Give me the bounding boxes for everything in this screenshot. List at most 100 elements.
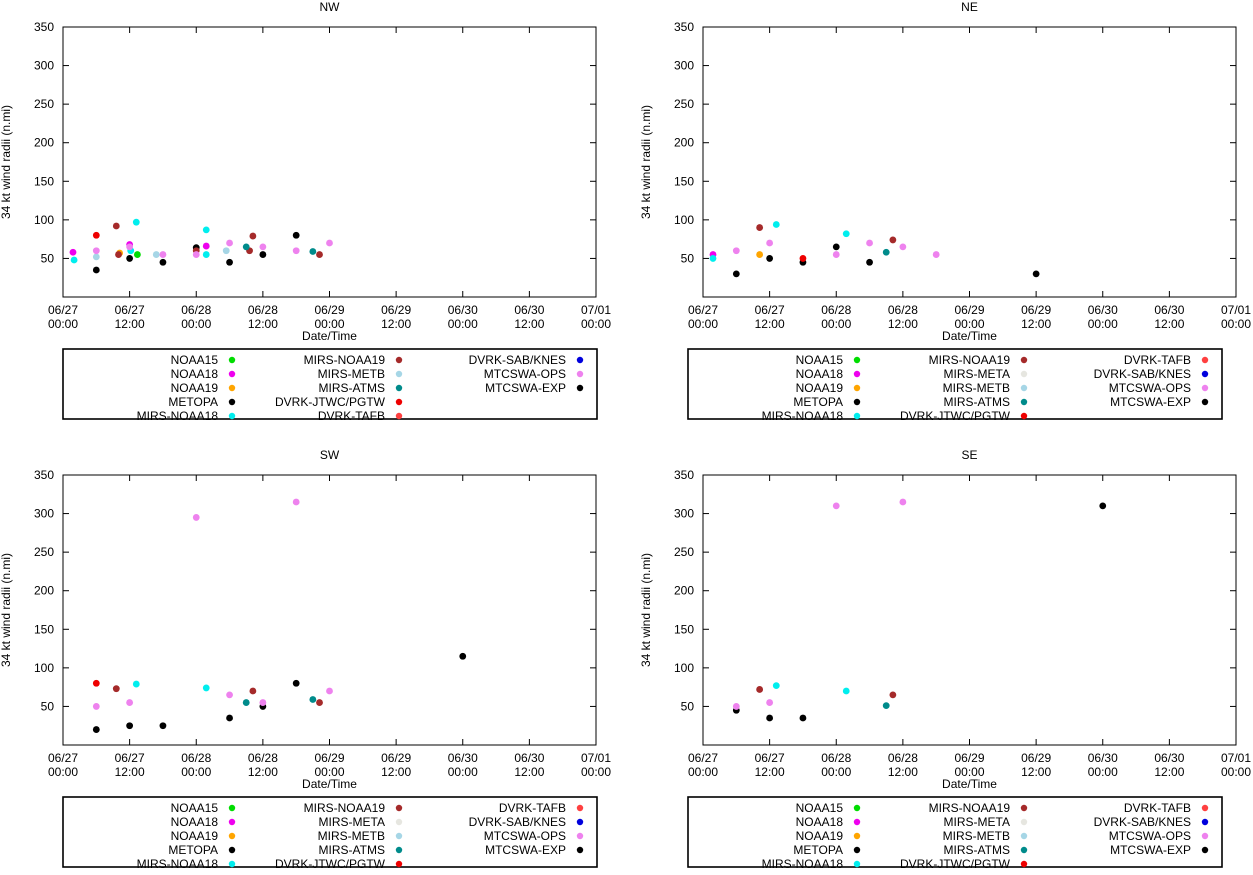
legend-label-mirs-metb: MIRS-METB: [943, 829, 1010, 843]
legend-marker-mtcswa-exp: [576, 846, 584, 854]
legend-label-metopa: METOPA: [793, 843, 843, 857]
x-tick-time: 00:00: [48, 317, 78, 331]
x-tick-time: 00:00: [581, 317, 611, 331]
x-tick-date: 06/30: [1088, 303, 1118, 317]
legend-label-metopa: METOPA: [168, 843, 218, 857]
point-metopa: [732, 270, 740, 278]
x-tick-time: 12:00: [115, 317, 145, 331]
legend-marker-mirs-noaa18: [853, 412, 861, 420]
x-tick-time: 12:00: [1154, 765, 1184, 779]
x-tick-time: 00:00: [821, 317, 851, 331]
point-mirs-noaa18: [132, 218, 140, 226]
x-tick-date: 06/27: [115, 751, 145, 765]
point-metopa: [126, 722, 134, 730]
legend-label-dvrk-sab-knes: DVRK-SAB/KNES: [1094, 367, 1191, 381]
legend-label-mirs-noaa19: MIRS-NOAA19: [304, 353, 386, 367]
point-metopa: [159, 258, 167, 266]
point-mirs-noaa19: [112, 685, 120, 693]
x-tick-date: 06/28: [888, 751, 918, 765]
x-tick-date: 06/28: [888, 303, 918, 317]
legend-marker-mirs-meta: [1020, 818, 1028, 826]
x-tick-date: 06/29: [954, 303, 984, 317]
x-tick-time: 00:00: [1088, 765, 1118, 779]
legend-label-dvrk-jtwc-pgtw: DVRK-JTWC/PGTW: [900, 857, 1011, 870]
legend-marker-mirs-metb: [1020, 832, 1028, 840]
legend-label-mirs-noaa19: MIRS-NOAA19: [304, 801, 386, 815]
legend-label-mtcswa-exp: MTCSWA-EXP: [485, 843, 566, 857]
legend-label-noaa18: NOAA18: [796, 367, 844, 381]
point-mtcswa-ops: [126, 699, 134, 706]
point-mirs-metb: [92, 253, 100, 261]
point-mirs-noaa18: [202, 251, 210, 258]
x-tick-time: 00:00: [181, 765, 211, 779]
legend-label-mtcswa-ops: MTCSWA-OPS: [484, 829, 566, 843]
point-mirs-noaa18: [70, 256, 78, 264]
point-mirs-atms: [242, 699, 250, 706]
legend-marker-dvrk-sab-knes: [1201, 818, 1209, 826]
x-tick-date: 06/30: [448, 751, 478, 765]
y-tick-label: 150: [34, 174, 54, 188]
x-tick-time: 00:00: [954, 765, 984, 779]
legend-marker-mirs-noaa19: [395, 804, 403, 812]
point-mtcswa-ops: [766, 699, 774, 706]
point-metopa: [259, 251, 267, 258]
point-mtcswa-ops: [326, 239, 333, 247]
y-tick-label: 350: [674, 20, 694, 34]
x-tick-time: 12:00: [755, 317, 785, 331]
y-tick-label: 100: [674, 661, 694, 675]
legend-marker-mirs-noaa18: [228, 412, 236, 420]
legend-marker-mtcswa-ops: [576, 832, 584, 840]
y-tick-label: 200: [34, 584, 54, 598]
legend-label-mtcswa-ops: MTCSWA-OPS: [1109, 829, 1191, 843]
point-mirs-noaa19: [316, 251, 323, 258]
point-mirs-atms: [882, 248, 890, 256]
point-mtcswa-ops: [932, 251, 940, 258]
x-tick-time: 00:00: [1221, 765, 1251, 779]
y-tick-label: 300: [674, 507, 694, 521]
x-axis-label: Date/Time: [302, 329, 357, 343]
point-mirs-noaa18: [202, 226, 210, 234]
legend-marker-noaa19: [228, 384, 236, 392]
x-tick-date: 06/30: [514, 303, 544, 317]
x-axis-label: Date/Time: [942, 329, 997, 343]
legend-marker-dvrk-sab-knes: [576, 356, 584, 364]
y-tick-label: 100: [34, 661, 54, 675]
x-tick-date: 06/29: [954, 751, 984, 765]
point-noaa15: [133, 251, 141, 258]
legend-marker-dvrk-tafb: [395, 412, 403, 420]
legend-label-metopa: METOPA: [793, 395, 843, 409]
y-tick-label: 150: [34, 622, 54, 636]
point-mtcswa-ops: [226, 239, 233, 247]
point-mirs-noaa19: [112, 222, 120, 230]
y-tick-label: 150: [674, 622, 694, 636]
y-tick-label: 50: [681, 699, 695, 713]
point-metopa: [799, 714, 807, 722]
plot-frame: [702, 26, 1237, 298]
x-tick-time: 12:00: [381, 765, 411, 779]
y-tick-label: 300: [34, 507, 54, 521]
point-metopa: [766, 255, 774, 262]
x-tick-time: 00:00: [688, 317, 718, 331]
x-axis-label: Date/Time: [302, 777, 357, 791]
x-tick-date: 06/29: [381, 303, 411, 317]
x-tick-date: 06/30: [1154, 303, 1184, 317]
legend-label-dvrk-sab-knes: DVRK-SAB/KNES: [1094, 815, 1191, 829]
panel-title: NE: [961, 0, 978, 14]
x-tick-date: 06/30: [1154, 751, 1184, 765]
plot-frame: [62, 26, 597, 298]
y-axis-label: 34 kt wind radii (n.mi): [639, 105, 653, 219]
x-tick-date: 06/29: [1021, 751, 1051, 765]
x-tick-time: 12:00: [1021, 317, 1051, 331]
legend-marker-metopa: [228, 846, 236, 854]
legend-marker-noaa19: [853, 384, 861, 392]
x-tick-date: 06/29: [1021, 303, 1051, 317]
y-tick-label: 50: [681, 251, 695, 265]
legend-label-noaa18: NOAA18: [796, 815, 844, 829]
legend-label-mirs-metb: MIRS-METB: [318, 367, 385, 381]
y-tick-label: 350: [34, 20, 54, 34]
legend-marker-dvrk-sab-knes: [1201, 370, 1209, 378]
x-tick-date: 07/01: [581, 303, 611, 317]
legend-label-noaa19: NOAA19: [796, 829, 844, 843]
legend-marker-noaa18: [228, 370, 236, 378]
x-tick-date: 06/28: [181, 303, 211, 317]
